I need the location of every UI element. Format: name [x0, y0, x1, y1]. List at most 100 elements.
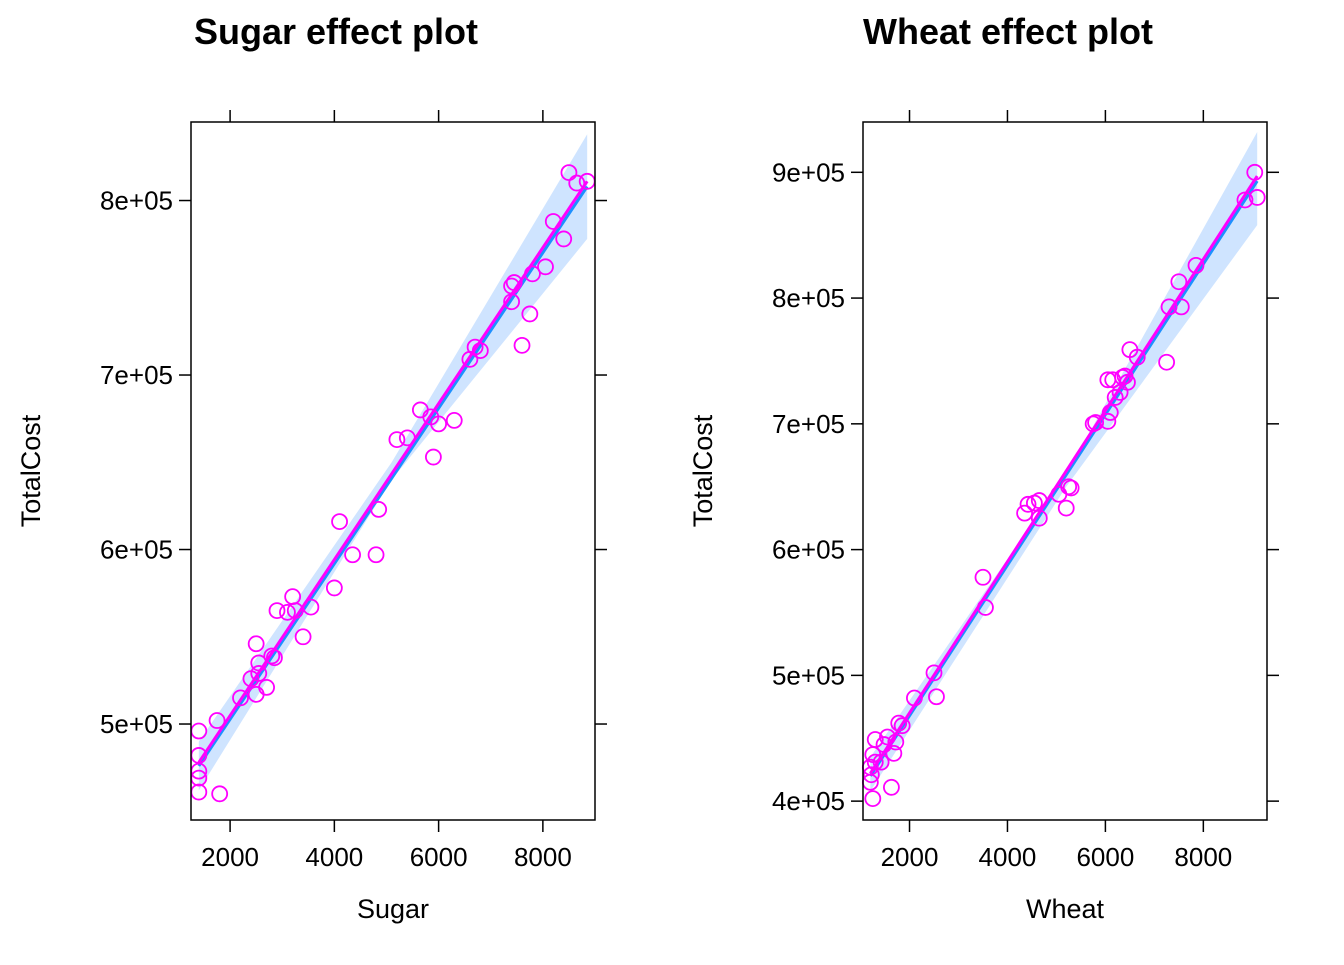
panel-0: Sugar effect plot 2000 4000 6000 8000 5e+05 6e…: [16, 11, 607, 924]
y-tick-label: 6e+05: [100, 535, 173, 565]
panel-title: Wheat effect plot: [863, 11, 1153, 52]
data-point: [568, 174, 586, 192]
y-tick-label: 4e+05: [772, 786, 845, 816]
plot-frame: [190, 121, 596, 821]
data-point: [925, 664, 943, 682]
data-point: [1158, 353, 1176, 371]
data-point: [1128, 348, 1146, 366]
data-point: [890, 714, 908, 732]
data-point: [208, 712, 226, 729]
y-tick-label: 5e+05: [100, 709, 173, 739]
x-tick-label: 6000: [1076, 842, 1134, 872]
data-point: [906, 689, 923, 707]
data-point: [367, 546, 385, 564]
data-point: [505, 274, 523, 291]
data-point: [555, 230, 573, 248]
data-point: [524, 265, 541, 283]
data-point: [883, 778, 900, 796]
data-point: [250, 654, 268, 672]
y-tick-label: 6e+05: [772, 535, 845, 565]
data-point: [862, 766, 880, 784]
data-point: [866, 753, 884, 771]
data-point: [247, 635, 265, 653]
data-point: [1246, 163, 1264, 181]
data-point: [521, 305, 539, 323]
data-point: [875, 736, 893, 753]
data-point: [1236, 191, 1254, 209]
data-point: [471, 342, 489, 359]
data-point: [263, 647, 281, 665]
y-tick-label: 5e+05: [772, 660, 845, 690]
data-point: [864, 790, 882, 808]
data-point: [258, 678, 275, 696]
data-point: [1160, 298, 1178, 316]
data-point: [1101, 404, 1119, 421]
plot-frame: [862, 121, 1268, 821]
data-point: [885, 744, 903, 762]
data-point: [1030, 509, 1048, 527]
data-point: [1019, 495, 1037, 513]
x-tick-label: 4000: [979, 842, 1037, 872]
y-tick-label: 8e+05: [772, 283, 845, 313]
y-tick-label: 7e+05: [772, 409, 845, 439]
x-tick-label: 4000: [305, 842, 363, 872]
data-point: [445, 411, 463, 429]
x-tick-label: 2000: [881, 842, 939, 872]
data-point: [1057, 499, 1075, 517]
x-axis-label: Wheat: [1026, 894, 1105, 924]
x-tick-label: 2000: [201, 842, 259, 872]
data-point: [1099, 412, 1117, 430]
data-point: [866, 731, 884, 748]
y-tick-label: 7e+05: [100, 360, 173, 390]
data-point: [370, 500, 388, 518]
data-point: [424, 448, 442, 466]
data-point: [893, 717, 911, 735]
data-point: [1087, 414, 1105, 431]
data-point: [537, 258, 554, 276]
data-point: [1170, 273, 1188, 291]
data-point: [928, 688, 945, 706]
data-point: [250, 665, 268, 682]
data-point: [1248, 189, 1266, 206]
data-point: [513, 336, 531, 354]
data-point: [974, 568, 992, 586]
x-tick-label: 6000: [410, 842, 468, 872]
data-point: [325, 579, 343, 597]
data-point: [887, 733, 905, 751]
data-point: [302, 598, 320, 616]
data-point: [466, 338, 484, 356]
data-point: [331, 513, 348, 531]
data-point: [279, 603, 296, 621]
data-point: [872, 753, 890, 771]
data-point: [1016, 504, 1033, 522]
data-point: [284, 588, 302, 606]
data-point: [268, 602, 286, 619]
data-point: [1172, 298, 1190, 316]
confidence-band: [198, 134, 588, 791]
x-axis-label: Sugar: [357, 894, 429, 924]
data-point: [398, 429, 416, 447]
data-point: [286, 602, 304, 619]
fit-line: [197, 180, 589, 764]
data-point: [430, 415, 448, 433]
effect-line: [197, 185, 589, 767]
data-point: [1119, 373, 1136, 391]
x-tick-label: 8000: [1174, 842, 1232, 872]
confidence-band: [870, 132, 1258, 792]
y-tick-label: 9e+05: [772, 157, 845, 187]
data-point: [211, 785, 229, 803]
panel-1: Wheat effect plot 2000 4000 6000 8000 4e+05 5e…: [688, 11, 1279, 924]
panel-title: Sugar effect plot: [194, 11, 478, 52]
data-point: [1187, 256, 1205, 274]
effect-line: [869, 180, 1259, 777]
data-point: [544, 213, 562, 230]
data-point: [266, 649, 283, 667]
x-tick-label: 8000: [514, 842, 572, 872]
data-point: [1106, 389, 1124, 406]
data-point: [503, 277, 520, 295]
data-point: [232, 689, 249, 707]
data-point: [1062, 479, 1080, 497]
data-point: [1030, 492, 1048, 509]
y-tick-label: 8e+05: [100, 186, 173, 216]
